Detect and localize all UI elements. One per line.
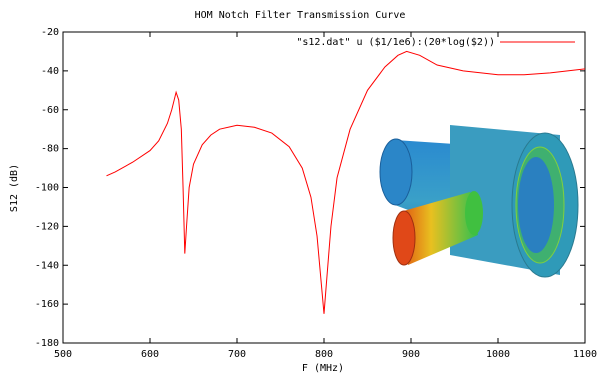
- x-tick-label: 600: [141, 349, 159, 360]
- y-tick-label: -40: [41, 66, 59, 77]
- y-tick-label: -180: [35, 338, 59, 349]
- y-tick-label: -60: [41, 105, 59, 116]
- x-tick-label: 700: [228, 349, 246, 360]
- model-image: [380, 125, 578, 277]
- x-tick-label: 800: [315, 349, 333, 360]
- x-tick-label: 1000: [486, 349, 510, 360]
- y-tick-label: -160: [35, 299, 59, 310]
- chart: HOM Notch Filter Transmission Curve F (M…: [0, 0, 600, 375]
- y-tick-label: -80: [41, 144, 59, 155]
- chart-title: HOM Notch Filter Transmission Curve: [195, 10, 406, 21]
- x-tick-label: 500: [54, 349, 72, 360]
- y-tick-label: -20: [41, 27, 59, 38]
- x-tick-label: 1100: [573, 349, 597, 360]
- x-axis-label: F (MHz): [302, 363, 344, 374]
- legend-label: "s12.dat" u ($1/1e6):(20*log($2)): [296, 37, 495, 48]
- y-tick-label: -100: [35, 183, 59, 194]
- y-axis-label: S12 (dB): [9, 164, 20, 212]
- y-tick-label: -140: [35, 260, 59, 271]
- x-tick-label: 900: [402, 349, 420, 360]
- y-tick-label: -120: [35, 221, 59, 232]
